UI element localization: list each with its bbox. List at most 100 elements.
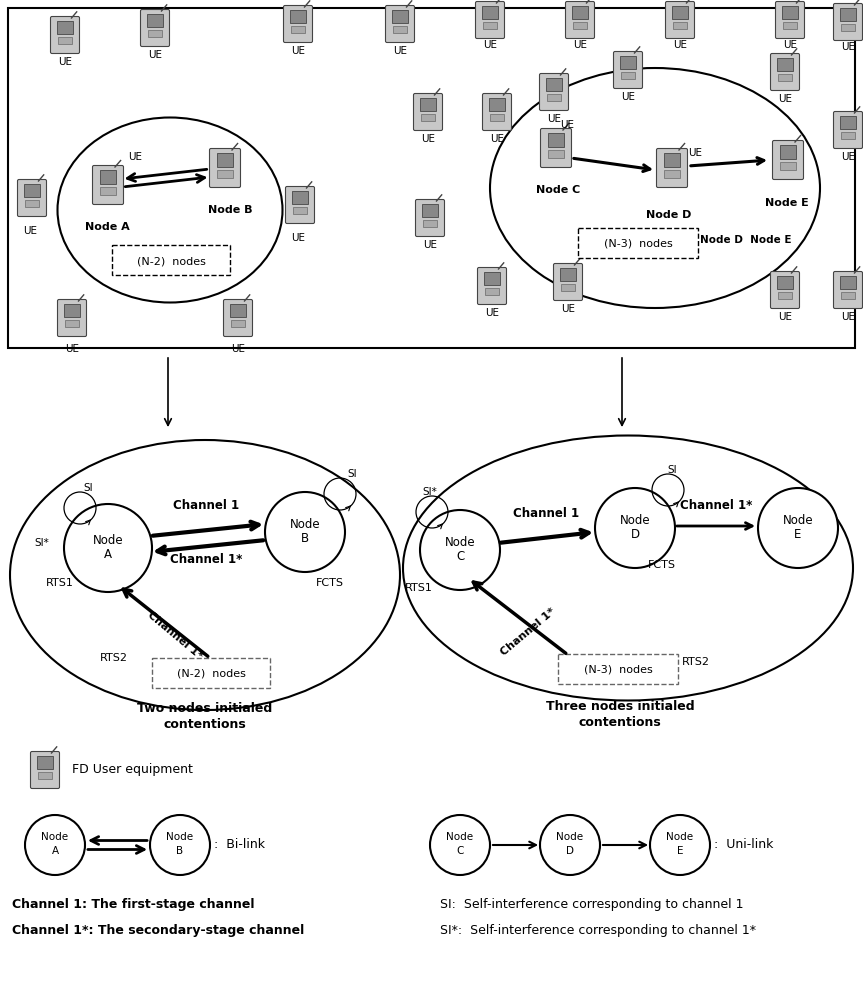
Text: RTS2: RTS2 (100, 653, 128, 663)
Bar (778, 58, 793, 71)
Bar (548, 150, 564, 158)
Bar (230, 320, 245, 327)
Text: contentions: contentions (578, 716, 661, 729)
Bar (291, 26, 306, 33)
Bar (230, 304, 246, 317)
Text: UE: UE (841, 312, 855, 322)
Text: UE: UE (231, 344, 245, 354)
Text: UE: UE (485, 308, 499, 318)
Text: (N-3)  nodes: (N-3) nodes (583, 665, 652, 675)
Bar (65, 320, 79, 327)
Text: :  Uni-link: : Uni-link (714, 838, 773, 852)
Circle shape (64, 504, 152, 592)
Circle shape (430, 815, 490, 875)
Text: Three nodes initialed: Three nodes initialed (545, 700, 695, 713)
Text: B: B (301, 532, 309, 544)
Text: contentions: contentions (164, 718, 246, 731)
FancyBboxPatch shape (614, 51, 642, 89)
Text: UE: UE (148, 50, 162, 60)
FancyBboxPatch shape (17, 180, 47, 217)
Circle shape (595, 488, 675, 568)
Text: (N-2)  nodes: (N-2) nodes (177, 669, 245, 679)
Bar (38, 772, 52, 779)
FancyBboxPatch shape (771, 53, 799, 91)
Text: UE: UE (58, 57, 72, 67)
FancyBboxPatch shape (834, 111, 862, 148)
Text: UE: UE (621, 92, 635, 102)
Bar (561, 284, 575, 291)
FancyBboxPatch shape (834, 271, 862, 308)
Text: UE: UE (421, 134, 435, 144)
Text: UE: UE (673, 40, 687, 50)
Text: UE: UE (778, 312, 792, 322)
Bar (24, 184, 40, 197)
Text: Channel 1: The first-stage channel: Channel 1: The first-stage channel (12, 898, 255, 911)
Bar (57, 21, 72, 34)
Bar (37, 756, 53, 769)
FancyBboxPatch shape (152, 658, 270, 688)
Text: (N-2)  nodes: (N-2) nodes (136, 256, 205, 266)
Bar (664, 153, 680, 167)
Bar (620, 72, 635, 79)
FancyBboxPatch shape (558, 654, 678, 684)
FancyBboxPatch shape (284, 5, 312, 42)
Text: (N-3)  nodes: (N-3) nodes (603, 239, 672, 249)
Bar (423, 220, 438, 227)
Text: UE: UE (393, 46, 407, 56)
Text: Channel 1*: Channel 1* (146, 610, 205, 662)
Bar (148, 14, 163, 27)
Text: Node A: Node A (85, 222, 129, 232)
FancyBboxPatch shape (834, 3, 862, 40)
Circle shape (150, 815, 210, 875)
Text: UE: UE (483, 40, 497, 50)
Text: UE: UE (688, 148, 702, 158)
Ellipse shape (58, 117, 282, 302)
FancyBboxPatch shape (476, 1, 505, 38)
FancyBboxPatch shape (776, 1, 804, 38)
Circle shape (758, 488, 838, 568)
FancyBboxPatch shape (286, 186, 314, 224)
Text: SI*:  Self-interference corresponding to channel 1*: SI*: Self-interference corresponding to … (440, 924, 756, 937)
Bar (489, 98, 505, 111)
Bar (546, 78, 562, 91)
Bar (483, 22, 497, 29)
Text: Node E: Node E (765, 198, 809, 208)
Text: Node C: Node C (536, 185, 580, 195)
Text: UE: UE (778, 94, 792, 104)
Text: UE: UE (573, 40, 587, 50)
Text: Node B: Node B (208, 205, 253, 215)
Text: Node: Node (92, 534, 123, 546)
FancyBboxPatch shape (415, 200, 444, 236)
FancyBboxPatch shape (477, 267, 507, 304)
Ellipse shape (403, 436, 853, 700)
Text: Node: Node (167, 832, 193, 842)
Text: UE: UE (23, 226, 37, 236)
Text: UE: UE (841, 152, 855, 162)
FancyBboxPatch shape (224, 300, 253, 336)
Text: Channel 1*: The secondary-stage channel: Channel 1*: The secondary-stage channel (12, 924, 305, 937)
Text: C: C (457, 846, 463, 856)
Bar (782, 6, 797, 19)
Text: UE: UE (561, 304, 575, 314)
Ellipse shape (490, 68, 820, 308)
Text: Channel 1*: Channel 1* (499, 606, 557, 658)
Text: SI: SI (347, 469, 356, 479)
Text: SI: SI (667, 465, 677, 475)
Bar (482, 6, 498, 19)
Bar (422, 204, 438, 217)
Bar (780, 162, 796, 170)
Text: SI*: SI* (35, 538, 49, 548)
FancyBboxPatch shape (482, 94, 512, 130)
Text: Channel 1: Channel 1 (513, 507, 579, 520)
FancyBboxPatch shape (665, 1, 695, 38)
Bar (392, 10, 408, 23)
Text: Node: Node (783, 514, 813, 526)
Text: C: C (456, 550, 464, 562)
Text: E: E (794, 528, 802, 540)
FancyBboxPatch shape (565, 1, 595, 38)
Text: RTS1: RTS1 (405, 583, 433, 593)
Bar (393, 26, 407, 33)
Bar (217, 170, 233, 178)
Bar (148, 30, 162, 37)
Text: Node: Node (666, 832, 694, 842)
